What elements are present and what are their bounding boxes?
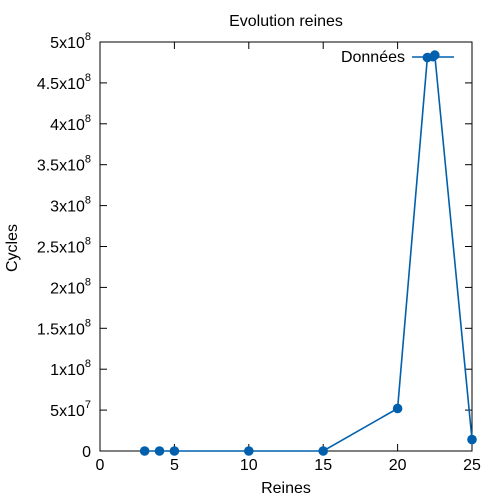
y-tick-label: 0 [82,444,91,461]
axes [99,41,473,452]
y-tick-label: 5x107 [50,399,91,420]
y-tick-label: 1x108 [50,358,91,379]
x-tick-label: 10 [240,457,258,474]
legend: Données [341,49,454,66]
y-tick-label: 4.5x108 [37,72,91,93]
y-tick-label: 3x108 [50,195,91,216]
data-point [467,434,477,445]
y-tick-label: 1.5x108 [37,317,91,338]
series-line [144,54,473,452]
data-point [139,446,150,456]
ticks: 0 5 10 15 20 25 0 5x107 1x108 1.5x108 2x108 2.5x108… [37,31,481,474]
plot-frame [99,41,473,452]
x-tick-label: 0 [96,457,105,474]
series [139,50,477,456]
data-point [318,446,329,456]
y-tick-label: 2x108 [50,276,91,297]
y-tick-label: 4x108 [50,113,91,134]
y-tick-label: 5x108 [50,31,91,52]
x-tick-label: 5 [170,457,179,474]
data-point [169,446,180,456]
legend-label: Données [341,49,405,66]
x-tick-label: 25 [463,457,481,474]
y-tick-label: 3.5x108 [37,154,91,175]
y-tick-label: 2.5x108 [37,236,91,257]
data-point [244,446,254,456]
data-point [154,446,165,456]
chart-title: Evolution reines [229,13,343,30]
legend-marker [428,52,438,62]
x-tick-label: 15 [314,457,332,474]
data-point [392,403,403,414]
y-axis-label: Cycles [4,224,21,272]
x-tick-label: 20 [389,457,407,474]
x-axis-label: Reines [261,480,311,497]
